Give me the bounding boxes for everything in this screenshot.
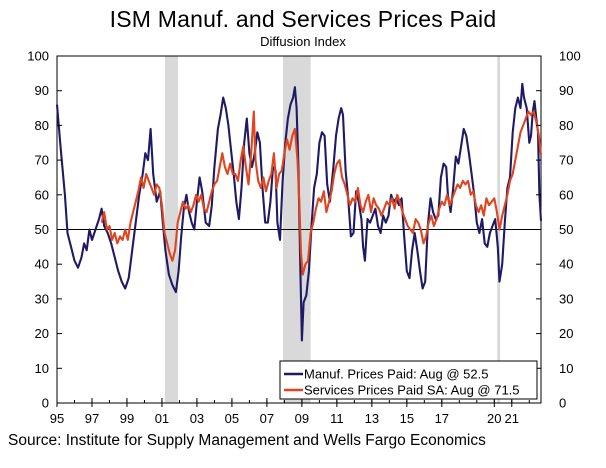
x-tick-label-01: 01 — [155, 411, 169, 426]
x-tick-label-17: 17 — [435, 411, 449, 426]
y-tick-label-right-20: 20 — [559, 326, 573, 341]
chart-title: ISM Manuf. and Services Prices Paid — [109, 6, 497, 32]
x-tick-label-21: 21 — [505, 411, 519, 426]
y-tick-label-left-30: 30 — [35, 291, 49, 306]
x-tick-label-95: 95 — [50, 411, 64, 426]
legend-box — [279, 360, 538, 400]
chart-subtitle: Diffusion Index — [260, 34, 346, 49]
y-tick-label-left-20: 20 — [35, 326, 49, 341]
source-note: Source: Institute for Supply Management … — [8, 432, 486, 449]
x-tick-label-05: 05 — [225, 411, 239, 426]
y-tick-label-left-10: 10 — [35, 361, 49, 376]
y-tick-label-left-90: 90 — [35, 83, 49, 98]
y-tick-label-right-40: 40 — [559, 257, 573, 272]
services-prices-line — [100, 110, 543, 276]
manufacturing-prices-line — [55, 82, 543, 342]
y-tick-label-left-50: 50 — [35, 222, 49, 237]
x-tick-label-20: 20 — [487, 411, 501, 426]
x-tick-label-11: 11 — [330, 411, 344, 426]
x-tick-label-15: 15 — [400, 411, 414, 426]
x-tick-label-03: 03 — [190, 411, 204, 426]
y-tick-label-right-30: 30 — [559, 291, 573, 306]
x-tick-label-99: 99 — [120, 411, 134, 426]
y-tick-label-right-90: 90 — [559, 83, 573, 98]
y-tick-label-right-80: 80 — [559, 118, 573, 133]
y-tick-label-left-100: 100 — [27, 49, 49, 64]
x-tick-label-07: 07 — [260, 411, 274, 426]
y-tick-label-left-70: 70 — [35, 153, 49, 168]
y-tick-label-right-10: 10 — [559, 361, 573, 376]
y-tick-label-left-80: 80 — [35, 118, 49, 133]
legend-label-manufacturing: Manuf. Prices Paid: Aug @ 52.5 — [304, 367, 488, 382]
y-tick-label-right-70: 70 — [559, 153, 573, 168]
y-tick-label-right-100: 100 — [559, 49, 581, 64]
x-tick-label-13: 13 — [365, 411, 379, 426]
y-tick-label-right-60: 60 — [559, 187, 573, 202]
y-tick-label-right-50: 50 — [559, 222, 573, 237]
legend-label-services: Services Prices Paid SA: Aug @ 71.5 — [304, 383, 520, 398]
x-tick-label-09: 09 — [295, 411, 309, 426]
x-tick-label-97: 97 — [85, 411, 99, 426]
y-tick-label-right-0: 0 — [559, 396, 566, 411]
y-tick-label-left-40: 40 — [35, 257, 49, 272]
series-lines — [55, 82, 543, 342]
y-tick-label-left-0: 0 — [42, 396, 49, 411]
y-tick-label-left-60: 60 — [35, 187, 49, 202]
